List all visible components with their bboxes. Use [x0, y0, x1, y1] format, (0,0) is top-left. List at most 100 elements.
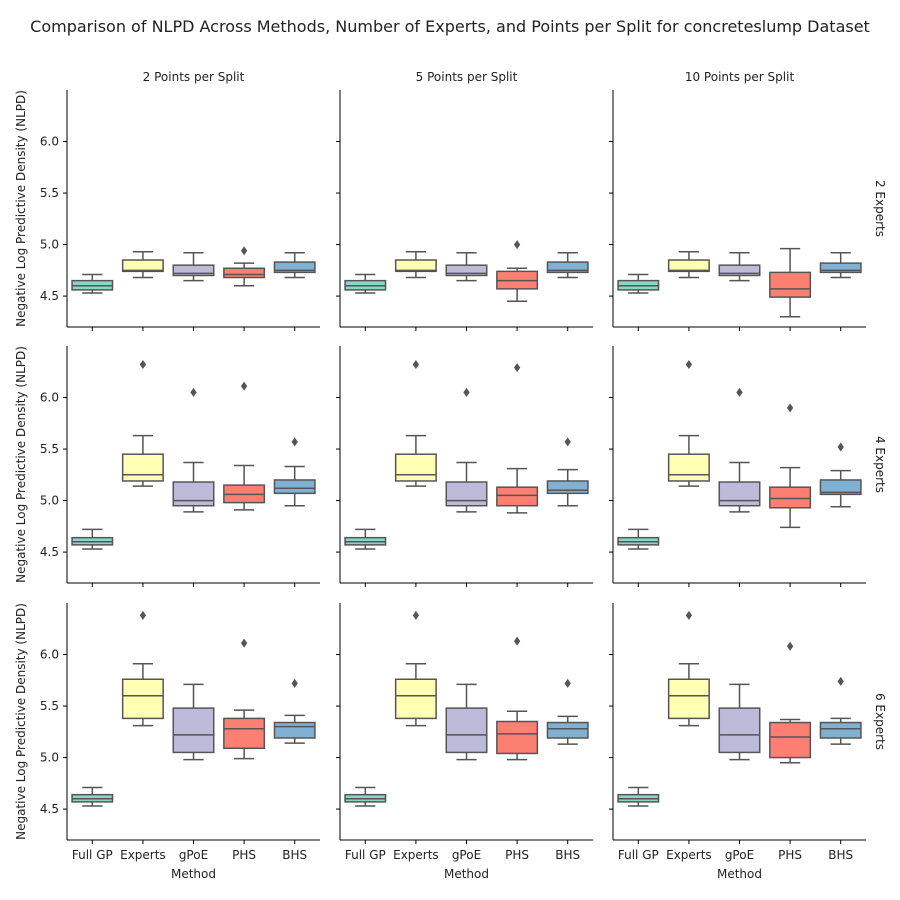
iqr-box — [546, 721, 589, 739]
outlier-point — [513, 636, 521, 646]
y-tick-label: 5.5 — [40, 442, 59, 456]
box-bhs — [273, 437, 316, 507]
panels-group: 4.5 5.0 5.5 6.0 2 Points per Split Negative L… — [14, 70, 887, 881]
x-tick-label: Full GP — [72, 848, 113, 862]
outlier-point — [412, 360, 420, 370]
x-tick-label: BHS — [555, 848, 580, 862]
chart-title: Comparison of NLPD Across Methods, Numbe… — [30, 17, 870, 36]
x-tick-label: gPoE — [452, 848, 481, 862]
y-tick-label: 6.0 — [40, 391, 59, 405]
outlier-point — [412, 610, 420, 620]
outlier-point — [240, 246, 248, 256]
panel-r2-c0: 4.5 5.0 5.5 6.0 Full GP Experts gPoE PHS BHS Nega… — [14, 603, 320, 881]
box-full-gp — [71, 786, 114, 807]
box-bhs — [546, 252, 589, 279]
iqr-box — [121, 678, 164, 720]
panel-r2-c2: Full GP Experts gPoE PHS BHS 6 Experts Method — [609, 603, 887, 881]
box-experts — [667, 360, 710, 487]
box-experts — [394, 251, 437, 279]
outlier-point — [837, 442, 844, 452]
iqr-box — [667, 259, 710, 273]
iqr-box — [718, 481, 761, 507]
outlier-point — [736, 387, 743, 397]
iqr-box — [496, 486, 539, 507]
box-phs — [223, 246, 266, 287]
iqr-box — [445, 707, 488, 754]
x-tick-label: Experts — [666, 848, 712, 862]
box-bhs — [546, 678, 589, 745]
iqr-box — [445, 481, 488, 507]
box-full-gp — [617, 528, 660, 550]
x-tick-label: PHS — [505, 848, 529, 862]
iqr-box — [819, 721, 862, 739]
outlier-point — [837, 676, 844, 686]
panel-r1-c2: 4 Experts — [609, 346, 887, 587]
box-phs — [496, 636, 539, 761]
box-full-gp — [71, 273, 114, 294]
x-tick-label: gPoE — [725, 848, 754, 862]
box-phs — [496, 363, 539, 514]
x-tick-label: PHS — [778, 848, 802, 862]
y-tick-label: 6.0 — [40, 648, 59, 662]
iqr-box — [546, 480, 589, 495]
iqr-box — [172, 707, 215, 754]
outlier-point — [139, 610, 147, 620]
box-gpoe — [718, 387, 761, 513]
y-tick-label: 4.5 — [40, 289, 59, 303]
box-gpoe — [445, 387, 488, 513]
iqr-box — [667, 453, 710, 482]
iqr-box — [223, 717, 266, 750]
row-header-label: 2 Experts — [873, 180, 887, 237]
box-gpoe — [718, 252, 761, 282]
box-gpoe — [172, 252, 215, 282]
box-experts — [121, 360, 164, 487]
x-axis-label: Method — [171, 867, 216, 881]
iqr-box — [172, 481, 215, 507]
y-axis-label: Negative Log Predictive Density (NLPD) — [14, 603, 28, 840]
outlier-point — [513, 240, 521, 250]
outlier-point — [291, 437, 298, 447]
iqr-box — [718, 707, 761, 754]
box-gpoe — [445, 252, 488, 282]
x-axis-label: Method — [444, 867, 489, 881]
panel-r0-c2: 10 Points per Split 2 Experts — [609, 70, 887, 331]
y-tick-label: 5.0 — [40, 238, 59, 252]
iqr-box — [769, 721, 812, 759]
outlier-point — [240, 381, 248, 391]
y-tick-label: 4.5 — [40, 802, 59, 816]
box-phs — [496, 240, 539, 302]
outlier-point — [685, 610, 693, 620]
outlier-point — [786, 641, 794, 651]
y-tick-label: 6.0 — [40, 135, 59, 149]
box-full-gp — [344, 528, 387, 550]
box-gpoe — [172, 683, 215, 761]
box-bhs — [546, 437, 589, 507]
iqr-box — [667, 678, 710, 720]
panel-r0-c0: 4.5 5.0 5.5 6.0 2 Points per Split Negative L… — [14, 70, 320, 331]
panel-r1-c0: 4.5 5.0 5.5 6.0 Negative Log Predictive Dens… — [14, 346, 320, 587]
x-tick-label: Experts — [120, 848, 166, 862]
x-tick-label: Full GP — [345, 848, 386, 862]
y-tick-label: 5.5 — [40, 186, 59, 200]
box-phs — [223, 381, 266, 511]
y-axis-label: Negative Log Predictive Density (NLPD) — [14, 90, 28, 327]
box-phs — [223, 638, 266, 760]
panel-r1-c1 — [336, 346, 593, 587]
outlier-point — [139, 360, 147, 370]
box-gpoe — [445, 683, 488, 761]
iqr-box — [819, 262, 862, 274]
iqr-box — [223, 267, 266, 279]
x-tick-label: BHS — [282, 848, 307, 862]
outlier-point — [685, 360, 693, 370]
column-header-label: 2 Points per Split — [143, 70, 245, 84]
box-full-gp — [617, 273, 660, 294]
box-experts — [667, 610, 710, 727]
panel-r2-c1: Full GP Experts gPoE PHS BHS Method — [336, 603, 593, 881]
y-tick-label: 4.5 — [40, 545, 59, 559]
box-bhs — [819, 442, 862, 508]
iqr-box — [172, 264, 215, 277]
box-bhs — [273, 252, 316, 279]
box-bhs — [819, 676, 862, 745]
box-phs — [769, 641, 812, 764]
